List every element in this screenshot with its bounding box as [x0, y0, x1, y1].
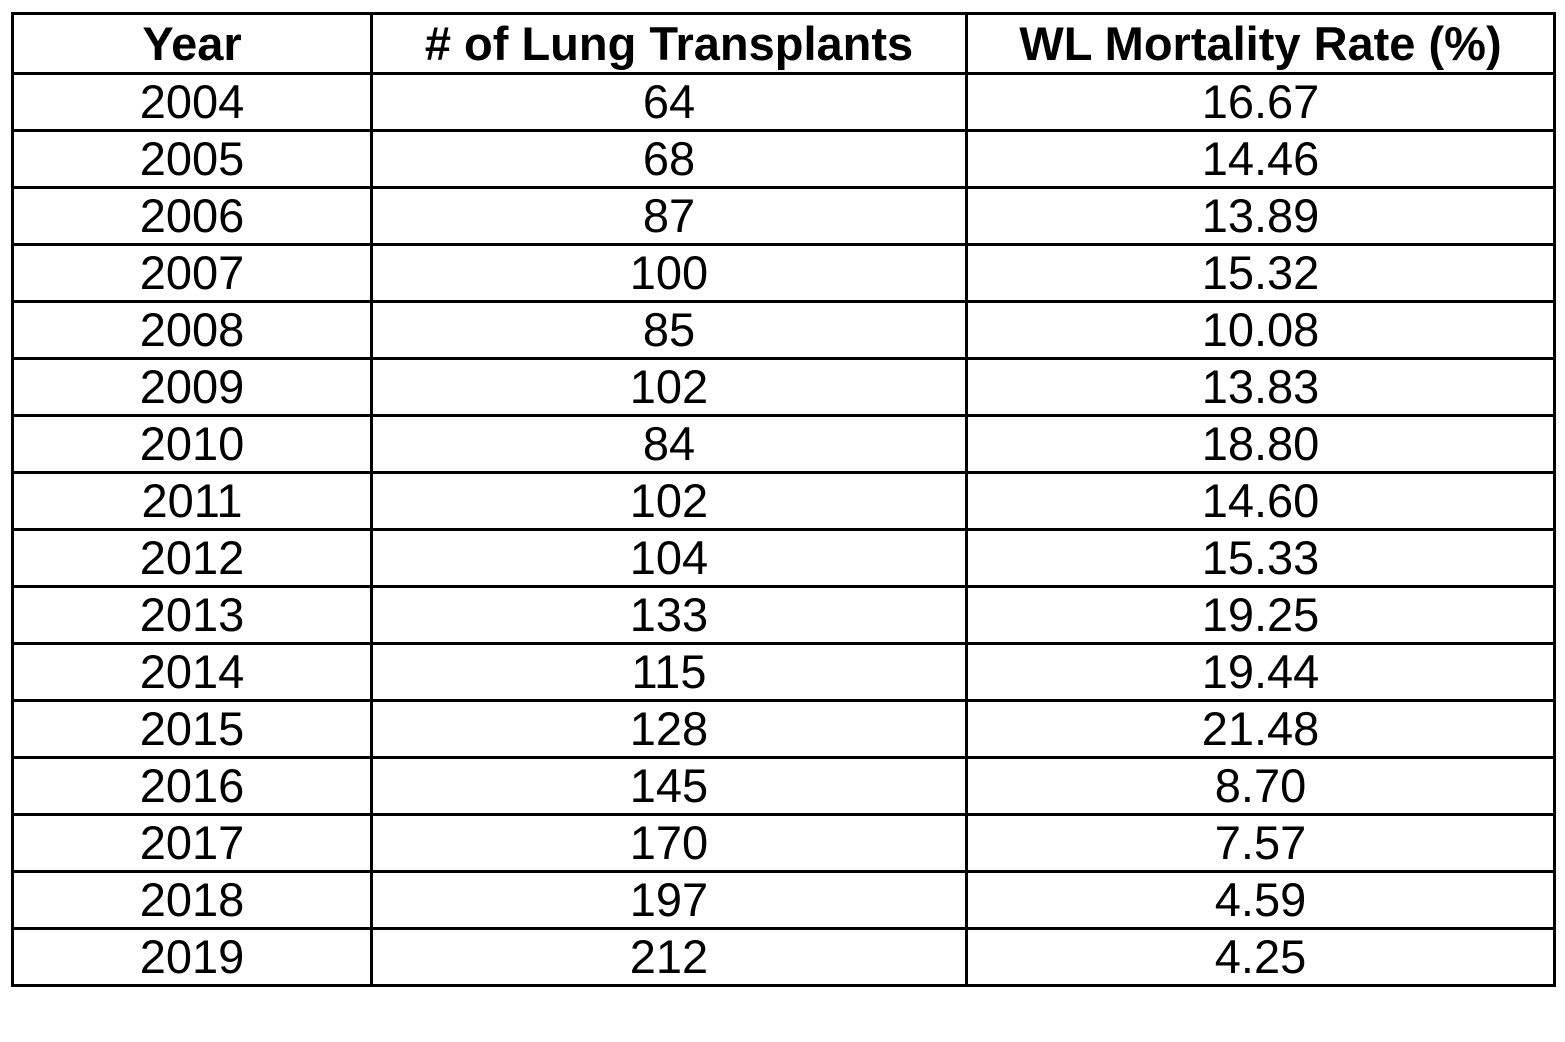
cell-wl-mortality-rate: 13.89 — [965, 186, 1556, 246]
cell-year: 2010 — [11, 414, 373, 474]
header-year: Year — [11, 12, 373, 75]
cell-year: 2006 — [11, 186, 373, 246]
table-body: 2004 64 16.67 2005 68 14.46 2006 87 13.8… — [11, 72, 1556, 987]
cell-lung-transplants: 197 — [370, 870, 968, 930]
cell-year: 2016 — [11, 756, 373, 816]
cell-year: 2015 — [11, 699, 373, 759]
cell-lung-transplants: 100 — [370, 243, 968, 303]
table-row: 2004 64 16.67 — [11, 72, 1556, 132]
cell-lung-transplants: 170 — [370, 813, 968, 873]
cell-wl-mortality-rate: 14.60 — [965, 471, 1556, 531]
table-row: 2012 104 15.33 — [11, 528, 1556, 588]
cell-wl-mortality-rate: 18.80 — [965, 414, 1556, 474]
cell-wl-mortality-rate: 10.08 — [965, 300, 1556, 360]
cell-lung-transplants: 68 — [370, 129, 968, 189]
cell-year: 2019 — [11, 927, 373, 987]
table-row: 2014 115 19.44 — [11, 642, 1556, 702]
cell-year: 2012 — [11, 528, 373, 588]
cell-wl-mortality-rate: 4.25 — [965, 927, 1556, 987]
cell-lung-transplants: 85 — [370, 300, 968, 360]
cell-lung-transplants: 128 — [370, 699, 968, 759]
cell-year: 2011 — [11, 471, 373, 531]
cell-year: 2008 — [11, 300, 373, 360]
table-row: 2005 68 14.46 — [11, 129, 1556, 189]
cell-year: 2013 — [11, 585, 373, 645]
table-row: 2016 145 8.70 — [11, 756, 1556, 816]
cell-lung-transplants: 87 — [370, 186, 968, 246]
cell-wl-mortality-rate: 7.57 — [965, 813, 1556, 873]
cell-lung-transplants: 102 — [370, 471, 968, 531]
cell-year: 2017 — [11, 813, 373, 873]
cell-lung-transplants: 115 — [370, 642, 968, 702]
cell-wl-mortality-rate: 16.67 — [965, 72, 1556, 132]
table-row: 2007 100 15.32 — [11, 243, 1556, 303]
table-row: 2015 128 21.48 — [11, 699, 1556, 759]
table-row: 2008 85 10.08 — [11, 300, 1556, 360]
cell-wl-mortality-rate: 14.46 — [965, 129, 1556, 189]
cell-lung-transplants: 84 — [370, 414, 968, 474]
cell-wl-mortality-rate: 4.59 — [965, 870, 1556, 930]
cell-lung-transplants: 64 — [370, 72, 968, 132]
table-row: 2010 84 18.80 — [11, 414, 1556, 474]
cell-year: 2014 — [11, 642, 373, 702]
table-row: 2006 87 13.89 — [11, 186, 1556, 246]
cell-lung-transplants: 104 — [370, 528, 968, 588]
cell-wl-mortality-rate: 19.44 — [965, 642, 1556, 702]
table-row: 2009 102 13.83 — [11, 357, 1556, 417]
table-row: 2013 133 19.25 — [11, 585, 1556, 645]
table-header: Year # of Lung Transplants WL Mortality … — [11, 12, 1556, 75]
cell-wl-mortality-rate: 15.32 — [965, 243, 1556, 303]
cell-wl-mortality-rate: 13.83 — [965, 357, 1556, 417]
cell-lung-transplants: 145 — [370, 756, 968, 816]
lung-transplant-table: Year # of Lung Transplants WL Mortality … — [11, 12, 1556, 987]
cell-lung-transplants: 102 — [370, 357, 968, 417]
cell-year: 2009 — [11, 357, 373, 417]
cell-wl-mortality-rate: 15.33 — [965, 528, 1556, 588]
table-row: 2011 102 14.60 — [11, 471, 1556, 531]
cell-wl-mortality-rate: 8.70 — [965, 756, 1556, 816]
header-lung-transplants: # of Lung Transplants — [370, 12, 968, 75]
cell-year: 2005 — [11, 129, 373, 189]
cell-year: 2004 — [11, 72, 373, 132]
cell-lung-transplants: 133 — [370, 585, 968, 645]
cell-year: 2007 — [11, 243, 373, 303]
cell-year: 2018 — [11, 870, 373, 930]
header-wl-mortality-rate: WL Mortality Rate (%) — [965, 12, 1556, 75]
cell-wl-mortality-rate: 21.48 — [965, 699, 1556, 759]
header-row: Year # of Lung Transplants WL Mortality … — [11, 12, 1556, 75]
table-row: 2017 170 7.57 — [11, 813, 1556, 873]
cell-wl-mortality-rate: 19.25 — [965, 585, 1556, 645]
table-row: 2018 197 4.59 — [11, 870, 1556, 930]
table-row: 2019 212 4.25 — [11, 927, 1556, 987]
cell-lung-transplants: 212 — [370, 927, 968, 987]
